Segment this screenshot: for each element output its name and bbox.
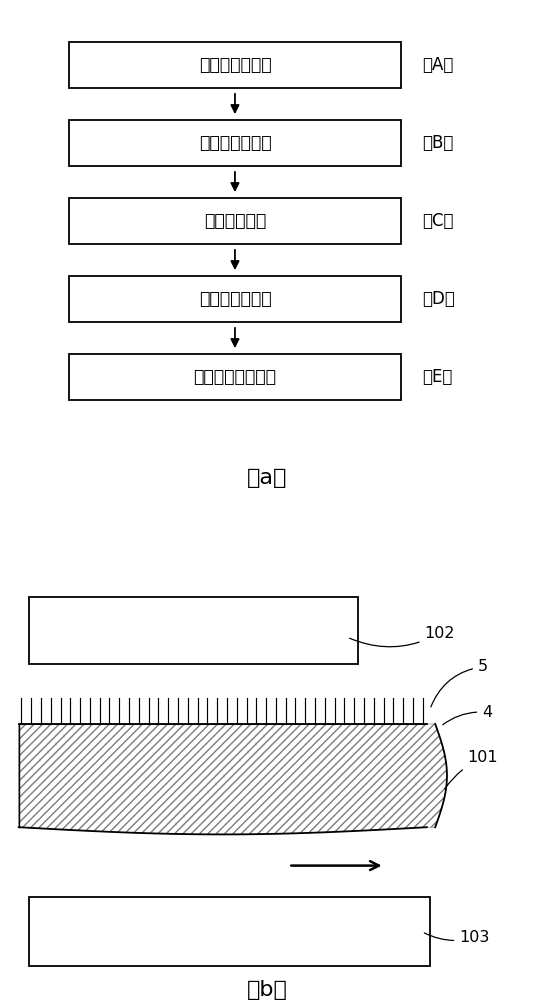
Bar	[69, 276, 400, 322]
Text: （E）: （E）	[422, 368, 452, 386]
Bar	[29, 897, 430, 966]
Text: 粘接剂涂覆工序: 粘接剂涂覆工序	[199, 134, 271, 152]
Text: 粘接剂固化工序: 粘接剂固化工序	[199, 290, 271, 308]
Text: 4: 4	[443, 705, 492, 725]
Text: 纤维植毛工序: 纤维植毛工序	[204, 212, 266, 230]
Text: 基材片成形工序: 基材片成形工序	[199, 56, 271, 74]
Text: （B）: （B）	[422, 134, 453, 152]
Text: （D）: （D）	[422, 290, 455, 308]
Text: 5: 5	[431, 659, 488, 707]
Bar	[69, 198, 400, 244]
Text: 剩余纤维去除工序: 剩余纤维去除工序	[193, 368, 277, 386]
Text: 102: 102	[350, 626, 455, 647]
Text: 103: 103	[425, 930, 490, 945]
Bar	[69, 42, 400, 88]
Text: （A）: （A）	[422, 56, 453, 74]
Text: （b）: （b）	[247, 980, 287, 1000]
Polygon shape	[19, 724, 447, 834]
Bar	[69, 354, 400, 400]
Bar	[69, 120, 400, 166]
Text: （C）: （C）	[422, 212, 453, 230]
Text: （a）: （a）	[247, 468, 287, 488]
Bar	[29, 597, 358, 664]
Text: 101: 101	[445, 750, 498, 789]
